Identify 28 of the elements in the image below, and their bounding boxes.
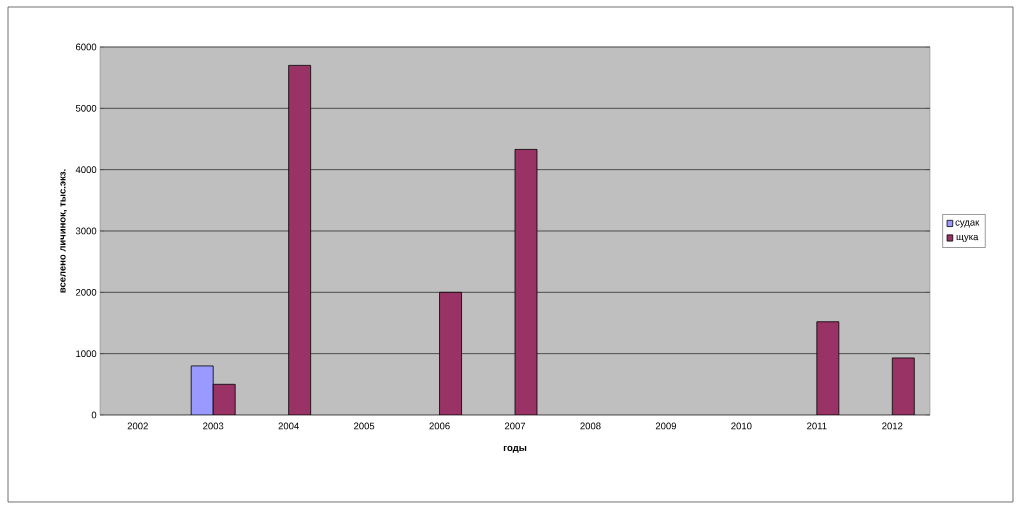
x-tick-label: 2003 bbox=[203, 422, 224, 430]
y-tick-label: 6000 bbox=[76, 43, 97, 51]
y-tick-label: 3000 bbox=[75, 227, 97, 235]
bar bbox=[212, 383, 236, 415]
x-tick-label: 2008 bbox=[580, 422, 601, 430]
y-tick-label: 2000 bbox=[76, 288, 97, 296]
x-tick-label: 2005 bbox=[354, 422, 375, 430]
y-tick-label: 4000 bbox=[75, 166, 97, 174]
x-axis-title: годы bbox=[503, 445, 527, 453]
x-tick-label: 2010 bbox=[731, 422, 752, 430]
x-tick-label: 2009 bbox=[655, 422, 677, 430]
y-tick-label: 5000 bbox=[75, 104, 97, 112]
y-tick-label: 0 bbox=[91, 411, 97, 419]
x-tick-label: 2012 bbox=[882, 422, 903, 430]
x-tick-label: 2011 bbox=[807, 422, 827, 430]
x-tick-label: 2004 bbox=[278, 422, 299, 430]
legend-label: щука bbox=[956, 234, 979, 243]
bar bbox=[816, 321, 840, 415]
legend-label: судак bbox=[955, 220, 980, 228]
y-axis-title: вселено личинок, тыс.экз. bbox=[60, 169, 67, 293]
bar bbox=[514, 149, 538, 415]
bar bbox=[288, 64, 312, 415]
bar bbox=[439, 291, 462, 415]
bar bbox=[891, 357, 915, 415]
y-tick-label: 1000 bbox=[76, 350, 97, 358]
x-tick-label: 2002 bbox=[127, 422, 148, 430]
x-tick-label: 2006 bbox=[429, 422, 450, 430]
x-tick-label: 2007 bbox=[504, 422, 526, 430]
